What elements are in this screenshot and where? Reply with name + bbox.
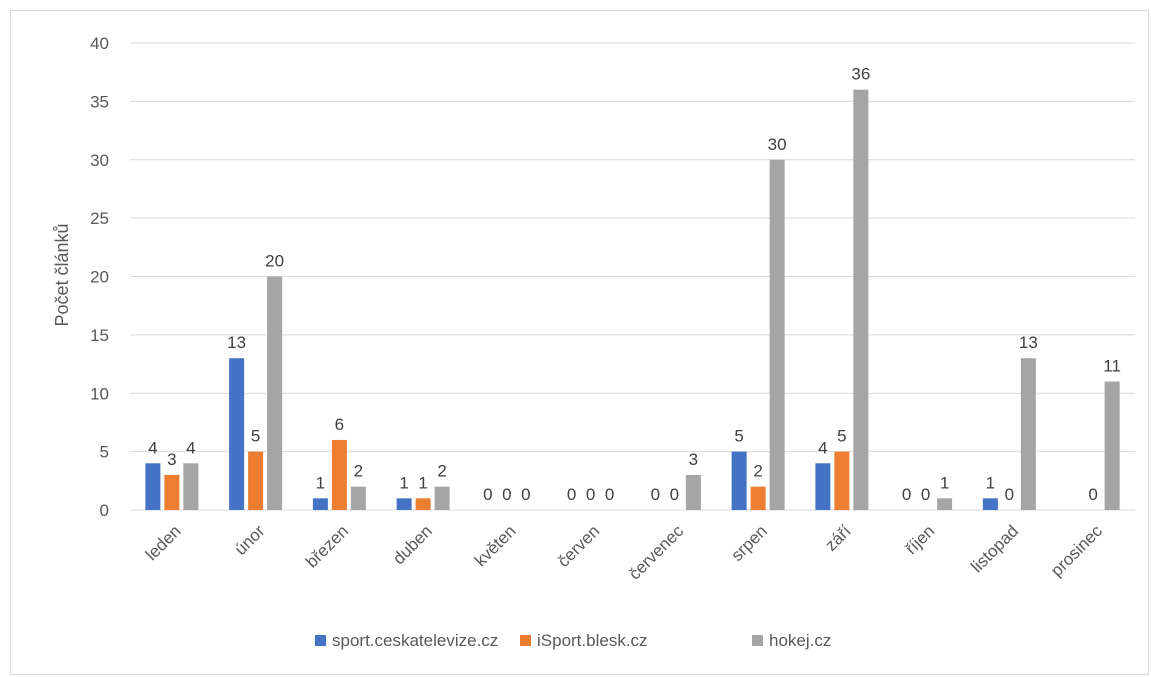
data-label: 2 — [437, 462, 446, 481]
data-label: 6 — [335, 415, 344, 434]
category-label: únor — [231, 521, 269, 559]
y-axis-ticks: 0 5 10 15 20 25 30 35 40 — [90, 34, 109, 520]
bar-hokej.cz-březen — [350, 486, 366, 510]
category-label: listopad — [967, 521, 1022, 576]
data-label: 1 — [940, 473, 949, 492]
category-label: říjen — [902, 521, 939, 558]
bar-hokej.cz-říjen — [937, 498, 953, 510]
data-label: 11 — [1103, 357, 1121, 376]
chart-frame — [10, 10, 1149, 675]
bar-iSport.blesk.cz-únor — [248, 451, 264, 510]
legend: sport.ceskatelevize.cz iSport.blesk.cz hok… — [315, 631, 831, 650]
bar-iSport.blesk.cz-září — [834, 451, 850, 510]
bar-iSport.blesk.cz-březen — [331, 439, 347, 510]
bar-hokej.cz-duben — [434, 486, 450, 510]
data-label: 4 — [818, 438, 827, 457]
y-tick-label: 10 — [90, 384, 109, 403]
category-label: červenec — [625, 521, 688, 584]
bar-hokej.cz-listopad — [1020, 358, 1036, 510]
data-label: 0 — [921, 485, 930, 504]
data-label: 3 — [689, 450, 698, 469]
bar-hokej.cz-červenec — [685, 474, 701, 510]
data-label: 13 — [1019, 333, 1038, 352]
bar-hokej.cz-září — [853, 89, 869, 510]
bar-iSport.blesk.cz-leden — [164, 474, 180, 510]
data-label: 4 — [148, 438, 157, 457]
category-label: červen — [554, 521, 604, 571]
y-tick-label: 30 — [90, 151, 109, 170]
data-label: 0 — [1088, 485, 1097, 504]
y-tick-label: 0 — [100, 501, 109, 520]
data-label: 0 — [521, 485, 530, 504]
bar-sport.ceskatelevize.cz-duben — [396, 498, 412, 510]
data-label: 0 — [1005, 485, 1014, 504]
data-label: 0 — [605, 485, 614, 504]
legend-swatch — [520, 635, 531, 646]
data-label: 5 — [734, 427, 743, 446]
category-label: duben — [389, 521, 436, 568]
y-tick-label: 20 — [90, 268, 109, 287]
bar-iSport.blesk.cz-duben — [415, 498, 431, 510]
category-labels: leden únor březen duben květen červen červenec… — [142, 521, 1106, 584]
category-label: září — [821, 521, 855, 555]
data-label: 36 — [851, 65, 870, 84]
bar-sport.ceskatelevize.cz-březen — [312, 498, 328, 510]
data-label: 2 — [753, 462, 762, 481]
data-label: 5 — [837, 427, 846, 446]
data-label: 5 — [251, 427, 260, 446]
bar-iSport.blesk.cz-srpen — [750, 486, 766, 510]
bar-hokej.cz-leden — [183, 463, 199, 510]
bar-sport.ceskatelevize.cz-leden — [145, 463, 161, 510]
y-axis-title: Počet článků — [52, 223, 72, 326]
data-label: 0 — [567, 485, 576, 504]
y-tick-label: 40 — [90, 34, 109, 53]
bars — [145, 89, 1120, 510]
gridlines — [130, 42, 1135, 453]
legend-swatch — [315, 635, 326, 646]
bar-hokej.cz-prosinec — [1104, 381, 1120, 510]
bar-hokej.cz-únor — [267, 276, 283, 510]
data-label: 13 — [227, 333, 246, 352]
category-label: leden — [142, 521, 185, 564]
data-label: 0 — [902, 485, 911, 504]
category-label: srpen — [727, 521, 771, 565]
data-label: 1 — [986, 473, 995, 492]
category-label: květen — [471, 521, 520, 570]
data-label: 1 — [316, 473, 325, 492]
y-tick-label: 15 — [90, 326, 109, 345]
y-tick-label: 5 — [100, 443, 109, 462]
bar-hokej.cz-srpen — [769, 159, 785, 510]
legend-label: hokej.cz — [769, 631, 831, 650]
legend-label: iSport.blesk.cz — [537, 631, 648, 650]
data-label: 4 — [186, 438, 195, 457]
data-label: 2 — [354, 462, 363, 481]
legend-swatch — [752, 635, 763, 646]
bar-sport.ceskatelevize.cz-srpen — [731, 451, 747, 510]
category-label: prosinec — [1047, 521, 1106, 580]
data-label: 0 — [483, 485, 492, 504]
y-tick-label: 35 — [90, 92, 109, 111]
data-label: 20 — [265, 252, 284, 271]
data-label: 0 — [651, 485, 660, 504]
data-label: 0 — [586, 485, 595, 504]
data-label: 0 — [502, 485, 511, 504]
bar-sport.ceskatelevize.cz-září — [815, 463, 831, 510]
data-label: 3 — [167, 450, 176, 469]
data-label: 30 — [768, 135, 787, 154]
legend-label: sport.ceskatelevize.cz — [332, 631, 498, 650]
y-tick-label: 25 — [90, 209, 109, 228]
bar-sport.ceskatelevize.cz-únor — [229, 358, 245, 510]
data-label: 1 — [399, 473, 408, 492]
bar-sport.ceskatelevize.cz-listopad — [982, 498, 998, 510]
data-label: 0 — [670, 485, 679, 504]
category-label: březen — [302, 521, 352, 571]
data-label: 1 — [418, 473, 427, 492]
